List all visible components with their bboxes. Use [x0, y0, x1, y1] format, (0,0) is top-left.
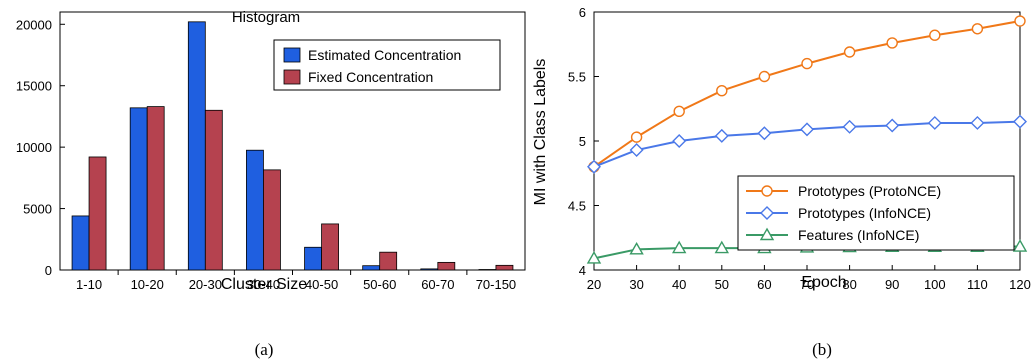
x-tick-label: 60 [757, 277, 771, 292]
bar-fixed-concentration [321, 223, 339, 271]
bar-estimated-concentration [71, 215, 90, 271]
data-point-prototypes-infonce [629, 143, 644, 158]
data-point-features-infonce [714, 240, 730, 254]
legend-swatch [283, 69, 301, 85]
bar-estimated-concentration [420, 268, 439, 271]
y-tick-label: 20000 [16, 17, 52, 32]
y-tick-label: 5 [579, 134, 586, 149]
data-point-protonce [1014, 15, 1026, 27]
data-point-features-infonce [1012, 239, 1028, 252]
y-tick-label: 4.5 [568, 199, 586, 214]
data-point-features-infonce [629, 241, 644, 255]
data-point-protonce [758, 70, 771, 83]
y-tick-label: 15000 [16, 79, 52, 94]
bar-estimated-concentration [187, 21, 206, 271]
bar-fixed-concentration [204, 109, 223, 271]
x-tick-label: 90 [885, 277, 899, 292]
bar-estimated-concentration [246, 149, 264, 271]
legend-marker [760, 206, 774, 220]
y-tick-label: 5.5 [568, 70, 586, 85]
data-point-prototypes-infonce [927, 115, 942, 130]
data-point-prototypes-infonce [970, 115, 985, 130]
x-tick-label: 50 [715, 277, 729, 292]
caption-b: (b) [812, 340, 832, 359]
legend-label: Prototypes (InfoNCE) [798, 205, 931, 221]
data-point-features-infonce [586, 250, 602, 264]
y-tick-label: 0 [45, 263, 52, 278]
legend-label: Prototypes (ProtoNCE) [798, 183, 941, 199]
line-chart-axes: 4 4.5 5 5.5 6 20 30 40 50 60 70 80 90 100 110 120 [568, 5, 1031, 292]
bar-fixed-concentration [379, 251, 398, 271]
x-tick-label: 30 [629, 277, 643, 292]
x-tick-label: 120 [1009, 277, 1031, 292]
y-tick-label: 5000 [23, 202, 52, 217]
data-point-prototypes-infonce [842, 119, 857, 134]
legend-label: Fixed Concentration [308, 69, 433, 85]
histogram-legend-box [273, 39, 501, 91]
bar-fixed-concentration [88, 156, 107, 271]
histogram-axes: 0 5000 10000 15000 20000 1-10 10-20 20-30 30-40 4… [16, 11, 526, 292]
x-tick-label: 110 [967, 277, 988, 292]
x-tick-label: 10-20 [131, 277, 164, 292]
bar-estimated-concentration [362, 265, 381, 271]
data-point-prototypes-infonce [1013, 114, 1027, 129]
bar-fixed-concentration [146, 106, 165, 271]
data-point-prototypes-infonce [714, 128, 729, 143]
data-point-prototypes-infonce [800, 122, 814, 137]
x-tick-label: 50-60 [363, 277, 396, 292]
line-chart-y-axis-label: MI with Class Labels [532, 59, 549, 206]
histogram-bars [71, 21, 514, 271]
legend-label: Features (InfoNCE) [798, 227, 919, 243]
data-point-protonce [716, 84, 728, 97]
histogram-title: Histogram [232, 9, 300, 26]
data-point-protonce [971, 23, 984, 35]
y-tick-label: 4 [579, 263, 586, 278]
data-point-protonce [843, 46, 856, 58]
x-tick-label: 60-70 [421, 277, 454, 292]
y-tick-label: 6 [579, 5, 586, 20]
data-point-prototypes-infonce [757, 126, 772, 141]
bar-estimated-concentration [304, 246, 322, 271]
histogram-x-axis-label: Cluster Size [221, 276, 307, 293]
data-point-prototypes-infonce [885, 118, 900, 133]
x-tick-label: 40 [672, 277, 686, 292]
x-tick-label: 20-30 [189, 277, 222, 292]
legend-marker [759, 227, 775, 241]
line-chart-legend: Prototypes (ProtoNCE) Prototypes (InfoNCE… [737, 175, 1015, 251]
data-point-prototypes-infonce [587, 159, 601, 174]
x-tick-label: 80 [842, 277, 856, 292]
legend-swatch [283, 47, 301, 63]
bar-estimated-concentration [129, 107, 148, 271]
x-tick-label: 40-50 [305, 277, 338, 292]
x-tick-label: 100 [924, 277, 946, 292]
x-tick-label: 20 [587, 277, 601, 292]
histogram-chart: Histogram 0 5000 10000 15000 20000 1-10 10-20 2… [16, 9, 526, 359]
data-point-protonce [673, 105, 685, 118]
y-tick-label: 10000 [16, 140, 52, 155]
x-tick-label: 70 [800, 277, 814, 292]
mi-line-chart: 4 4.5 5 5.5 6 20 30 40 50 60 70 80 90 100 110 120 Proto… [532, 5, 1031, 359]
data-point-protonce [801, 57, 813, 70]
legend-label: Estimated Concentration [308, 47, 461, 63]
bar-fixed-concentration [495, 264, 514, 271]
data-point-protonce [929, 29, 941, 41]
legend-marker [761, 185, 773, 197]
data-point-features-infonce [671, 240, 687, 254]
data-point-prototypes-infonce [672, 134, 687, 148]
bar-fixed-concentration [437, 261, 456, 271]
caption-a: (a) [255, 340, 274, 359]
x-tick-label: 1-10 [76, 277, 102, 292]
line-chart-x-axis-label: Epoch [801, 274, 846, 291]
x-tick-label: 70-150 [476, 277, 516, 292]
data-point-protonce [886, 37, 898, 49]
data-point-protonce [630, 131, 643, 143]
histogram-legend: Estimated Concentration Fixed Concentrati… [273, 39, 501, 91]
bar-fixed-concentration [263, 169, 281, 271]
x-tick-label: 30-40 [247, 277, 280, 292]
